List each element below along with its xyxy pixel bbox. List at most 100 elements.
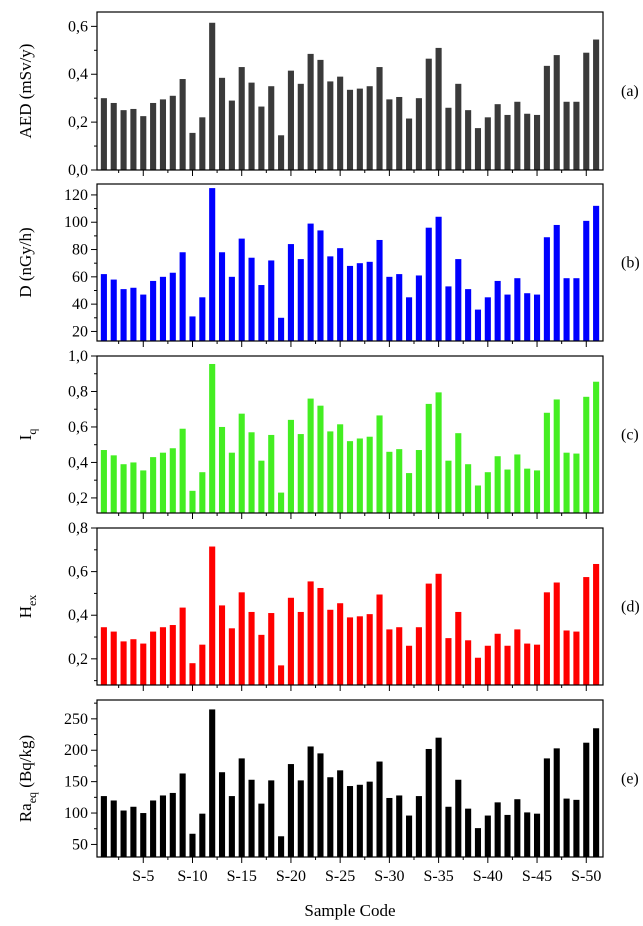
x-tick-label: S-5 (132, 868, 154, 885)
bar (356, 88, 363, 170)
bar (445, 460, 452, 513)
bar (337, 248, 344, 341)
x-tick-label: S-40 (473, 868, 503, 885)
bar (248, 611, 255, 685)
bar (258, 634, 265, 685)
bar (179, 607, 186, 685)
bar (533, 470, 541, 513)
bar (228, 276, 235, 341)
panel-b: 20 40 60 80 100 120 D (nGy/h) (b) (16, 183, 640, 347)
bar (209, 363, 216, 513)
bar (553, 224, 560, 341)
bar (406, 473, 413, 513)
bar (287, 597, 294, 685)
bar (366, 614, 373, 685)
bar (189, 833, 196, 857)
bar (120, 464, 127, 513)
bar (100, 274, 107, 341)
bar (159, 627, 167, 685)
panel-tag: (d) (621, 599, 640, 616)
bar (563, 101, 570, 170)
bar (218, 252, 226, 341)
bar (415, 275, 422, 341)
bar (386, 451, 393, 513)
bar (445, 806, 452, 857)
bar (150, 457, 157, 513)
bar (100, 450, 107, 513)
bar (268, 434, 275, 513)
bar (278, 317, 285, 341)
bar (465, 110, 472, 170)
bar (297, 611, 304, 685)
bar (317, 405, 324, 513)
bar (130, 639, 137, 685)
bar (228, 452, 235, 513)
bar (553, 399, 560, 513)
bar (140, 643, 147, 685)
bar (484, 297, 491, 341)
bar (553, 582, 560, 685)
bar (484, 815, 491, 857)
bar (169, 272, 176, 341)
bar (159, 795, 167, 857)
bar (189, 490, 196, 513)
bar (406, 297, 413, 341)
bar (287, 419, 294, 513)
bar (396, 274, 403, 341)
bar (199, 297, 206, 341)
bar (425, 748, 432, 857)
y-tick-label: 60 (72, 269, 88, 286)
y-tick-label: 0,8 (68, 520, 88, 537)
bar (110, 102, 117, 170)
bar (465, 464, 472, 513)
bar (337, 76, 344, 170)
y-tick-label: 0,8 (68, 383, 88, 400)
bar (543, 412, 550, 513)
bar (130, 287, 137, 341)
bar (455, 611, 462, 685)
bar (435, 216, 442, 341)
bar (445, 286, 452, 341)
bar (563, 798, 570, 857)
bar (386, 276, 393, 341)
x-axis-title: Sample Code (304, 901, 395, 920)
bar (238, 67, 245, 170)
bar (484, 117, 491, 170)
bar (317, 753, 324, 857)
bar (307, 398, 314, 513)
bar (327, 609, 334, 685)
panel-tag: (b) (621, 255, 640, 272)
bar (563, 630, 570, 685)
bar (150, 800, 157, 857)
bar (573, 453, 580, 513)
bar (297, 259, 304, 341)
bar (140, 294, 147, 341)
y-tick-label: 100 (64, 214, 88, 231)
bar (268, 613, 275, 685)
bar (435, 47, 442, 170)
bar (376, 67, 383, 170)
bar (514, 454, 521, 513)
bar (583, 396, 590, 513)
bar (445, 107, 452, 170)
bar (218, 77, 226, 170)
bar (238, 592, 245, 685)
bar (553, 55, 560, 171)
y-axis-title: AED (mSv/y) (16, 44, 35, 139)
bar (199, 813, 206, 857)
bar (327, 81, 334, 170)
bar (425, 58, 432, 170)
x-tick-label: S-15 (227, 868, 257, 885)
bar (297, 434, 304, 513)
bar (583, 742, 590, 857)
bar (494, 456, 501, 513)
y-tick-label: 100 (64, 805, 88, 822)
bar (346, 265, 354, 341)
bar (337, 603, 344, 685)
bar (455, 433, 462, 513)
bar (524, 293, 531, 341)
y-tick-label: 50 (72, 836, 88, 853)
bar (317, 59, 324, 170)
bar (110, 279, 117, 341)
